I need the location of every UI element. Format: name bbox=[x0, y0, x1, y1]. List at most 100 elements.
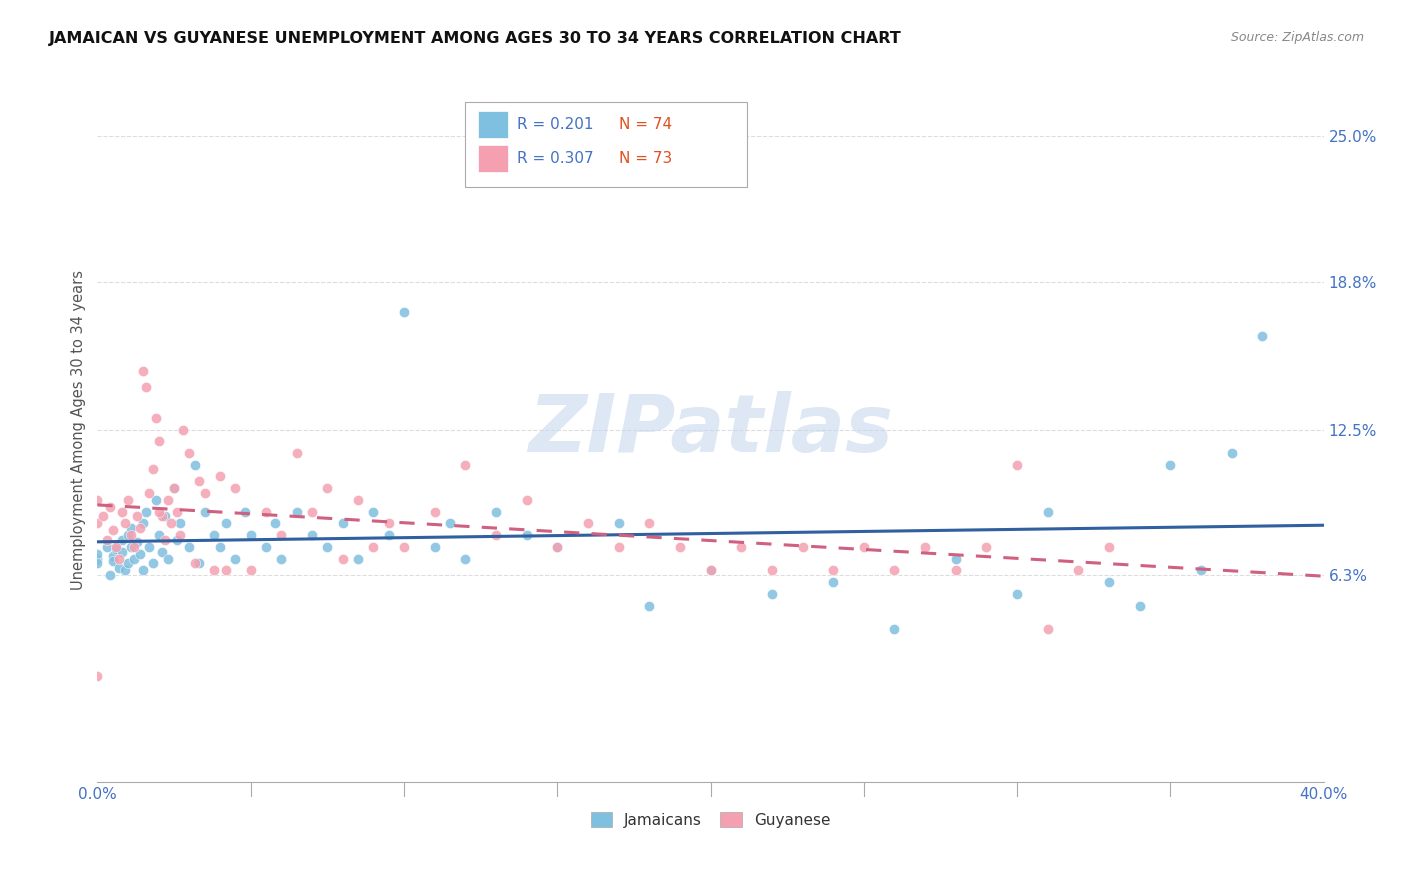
Point bbox=[332, 551, 354, 566]
Point bbox=[111, 544, 134, 558]
Point bbox=[184, 458, 207, 472]
Point bbox=[150, 544, 173, 558]
Point bbox=[669, 540, 692, 554]
Point bbox=[166, 533, 188, 547]
Point bbox=[852, 540, 875, 554]
Point bbox=[224, 551, 246, 566]
Point bbox=[169, 516, 191, 531]
Point bbox=[111, 505, 134, 519]
Point bbox=[148, 528, 170, 542]
Point bbox=[1251, 328, 1274, 343]
Point bbox=[454, 551, 477, 566]
Point bbox=[546, 540, 568, 554]
Point bbox=[823, 575, 845, 590]
Point bbox=[361, 540, 384, 554]
Point bbox=[233, 505, 256, 519]
Point bbox=[138, 540, 160, 554]
Point bbox=[202, 528, 225, 542]
Point bbox=[86, 669, 108, 683]
Point bbox=[347, 493, 370, 508]
Point bbox=[761, 587, 783, 601]
Point bbox=[117, 557, 139, 571]
Point bbox=[101, 549, 124, 564]
Point bbox=[129, 521, 152, 535]
Point bbox=[120, 521, 142, 535]
Point bbox=[98, 500, 121, 514]
Point bbox=[392, 540, 415, 554]
FancyBboxPatch shape bbox=[465, 102, 748, 186]
Point bbox=[485, 528, 508, 542]
Point bbox=[883, 563, 905, 577]
Point bbox=[117, 493, 139, 508]
Point bbox=[270, 528, 292, 542]
Point bbox=[516, 528, 538, 542]
Point bbox=[792, 540, 814, 554]
Point bbox=[111, 533, 134, 547]
Point bbox=[730, 540, 752, 554]
Point bbox=[166, 505, 188, 519]
Point bbox=[132, 516, 155, 531]
Point bbox=[148, 505, 170, 519]
Point bbox=[114, 516, 136, 531]
Point bbox=[96, 540, 118, 554]
Point bbox=[117, 528, 139, 542]
Point bbox=[150, 509, 173, 524]
Point bbox=[135, 505, 157, 519]
Point bbox=[215, 563, 238, 577]
Point bbox=[93, 509, 115, 524]
Point bbox=[122, 540, 145, 554]
Point bbox=[184, 557, 207, 571]
Point bbox=[270, 551, 292, 566]
Point bbox=[169, 528, 191, 542]
Point bbox=[361, 505, 384, 519]
Point bbox=[761, 563, 783, 577]
Point bbox=[638, 516, 661, 531]
Point bbox=[1036, 505, 1059, 519]
Point bbox=[285, 446, 308, 460]
Point bbox=[86, 547, 108, 561]
Point bbox=[141, 462, 163, 476]
Point bbox=[254, 540, 277, 554]
Point bbox=[377, 528, 399, 542]
Point bbox=[439, 516, 461, 531]
Point bbox=[120, 540, 142, 554]
Text: R = 0.307: R = 0.307 bbox=[517, 151, 593, 166]
Point bbox=[129, 547, 152, 561]
Point bbox=[254, 505, 277, 519]
Point bbox=[1220, 446, 1243, 460]
Point bbox=[96, 533, 118, 547]
Point bbox=[638, 599, 661, 613]
Y-axis label: Unemployment Among Ages 30 to 34 years: Unemployment Among Ages 30 to 34 years bbox=[72, 269, 86, 590]
Point bbox=[160, 516, 183, 531]
Point bbox=[285, 505, 308, 519]
Point bbox=[976, 540, 998, 554]
Point bbox=[156, 551, 179, 566]
Point bbox=[1098, 540, 1121, 554]
Legend: Jamaicans, Guyanese: Jamaicans, Guyanese bbox=[585, 806, 837, 834]
Point bbox=[239, 528, 262, 542]
Point bbox=[423, 540, 446, 554]
Point bbox=[138, 486, 160, 500]
Point bbox=[1067, 563, 1090, 577]
Text: N = 73: N = 73 bbox=[619, 151, 672, 166]
Point bbox=[576, 516, 599, 531]
Point bbox=[239, 563, 262, 577]
Point bbox=[945, 551, 967, 566]
Point bbox=[104, 540, 127, 554]
Point bbox=[153, 533, 176, 547]
Point bbox=[122, 551, 145, 566]
Point bbox=[699, 563, 721, 577]
Point bbox=[454, 458, 477, 472]
Point bbox=[1189, 563, 1212, 577]
Text: N = 74: N = 74 bbox=[619, 117, 672, 132]
Point bbox=[132, 563, 155, 577]
Point bbox=[132, 364, 155, 378]
Point bbox=[264, 516, 287, 531]
Point bbox=[153, 509, 176, 524]
Point bbox=[135, 380, 157, 394]
Point bbox=[485, 505, 508, 519]
Point bbox=[145, 493, 167, 508]
Point bbox=[86, 557, 108, 571]
Point bbox=[347, 551, 370, 566]
Point bbox=[202, 563, 225, 577]
